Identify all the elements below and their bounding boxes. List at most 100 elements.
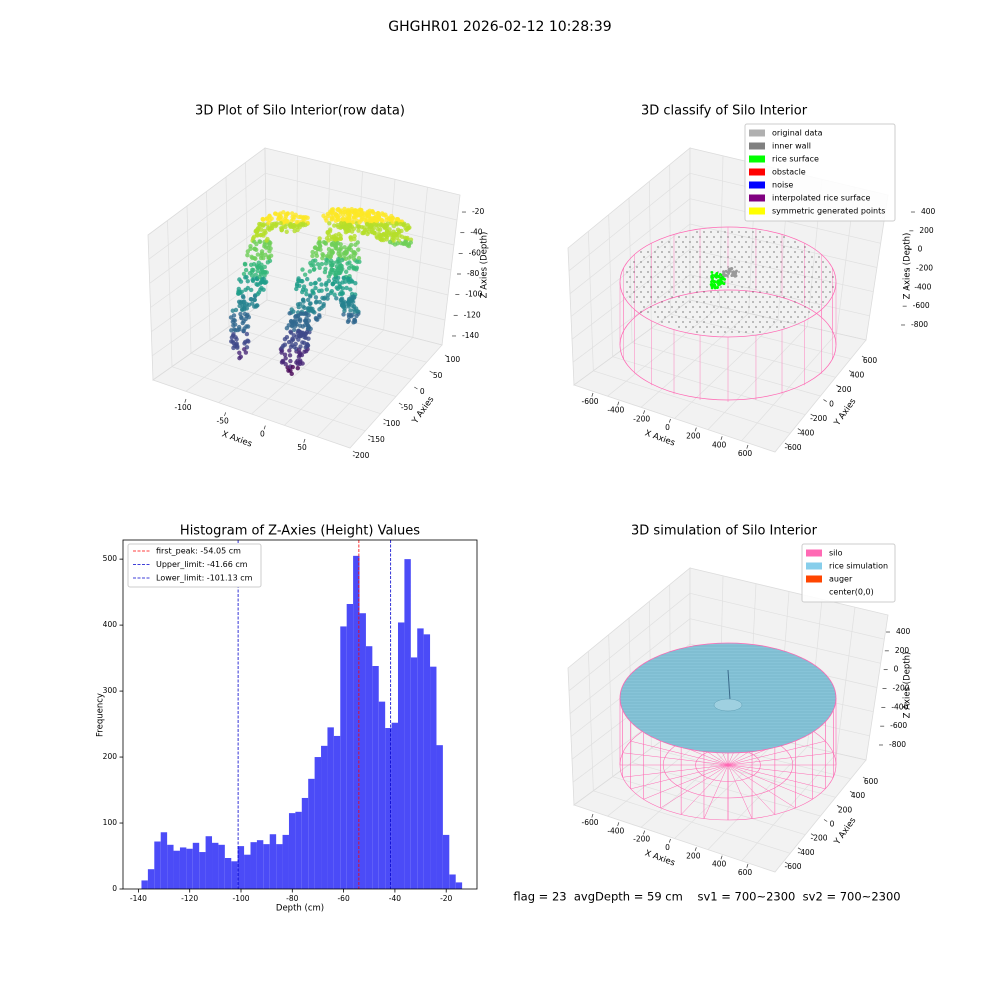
point <box>296 304 301 310</box>
legend-label: rice simulation <box>829 562 888 571</box>
point <box>348 287 353 292</box>
surface-point <box>720 256 722 258</box>
surface-point <box>699 306 701 308</box>
rice-point <box>714 273 718 277</box>
x-tick <box>694 427 697 432</box>
surface-point <box>636 296 638 298</box>
point <box>324 257 329 262</box>
plot-3d <box>147 147 461 449</box>
surface-point <box>650 306 652 308</box>
surface-point <box>738 271 740 273</box>
surface-point <box>717 231 719 233</box>
x-tick <box>668 838 671 843</box>
point <box>245 338 250 343</box>
y-tick <box>398 402 403 406</box>
surface-point <box>682 241 684 243</box>
surface-point <box>759 281 761 283</box>
y-tick <box>836 805 841 808</box>
wall-point <box>722 271 726 275</box>
x-tick-label: 400 <box>712 440 727 449</box>
y-tick-label: 100 <box>446 355 461 364</box>
surface-point <box>720 306 722 308</box>
silo-radial <box>727 764 753 819</box>
surface-point <box>675 281 677 283</box>
surface-point <box>808 291 810 293</box>
point <box>348 237 354 242</box>
x-tick-label: -100 <box>174 403 191 412</box>
surface-point <box>654 261 656 263</box>
point <box>384 214 389 220</box>
surface-point <box>696 231 698 233</box>
surface-point <box>755 296 757 298</box>
point <box>257 223 263 229</box>
surface-point <box>727 296 729 298</box>
surface-point <box>710 301 712 303</box>
surface-point <box>678 306 680 308</box>
surface-point <box>661 311 663 313</box>
point <box>241 295 246 300</box>
point <box>312 310 317 315</box>
point <box>296 337 301 342</box>
bar <box>147 869 155 889</box>
z-tick-label: 400 <box>896 627 911 636</box>
bar <box>250 842 257 889</box>
surface-point <box>773 301 775 303</box>
bar <box>282 834 289 889</box>
surface-point <box>668 301 670 303</box>
surface-point <box>759 291 761 293</box>
surface-point <box>657 286 659 288</box>
surface-point <box>685 246 687 248</box>
point <box>260 217 266 222</box>
z-tick-label: -140 <box>462 331 479 340</box>
surface-point <box>808 251 810 253</box>
surface-point <box>682 251 684 253</box>
silo-radial <box>660 764 729 809</box>
point <box>335 216 341 222</box>
point <box>314 299 319 304</box>
point <box>346 255 352 260</box>
surface-point <box>724 291 726 293</box>
surface-point <box>685 256 687 258</box>
surface-point <box>647 281 649 283</box>
surface-point <box>692 326 694 328</box>
surface-point <box>773 321 775 323</box>
point <box>383 224 388 229</box>
point <box>298 344 303 349</box>
point <box>402 240 407 246</box>
silo-radial <box>727 764 796 809</box>
surface-point <box>797 246 799 248</box>
x-tick-label: 600 <box>738 449 753 458</box>
point <box>259 262 264 267</box>
point <box>340 216 346 221</box>
point <box>341 312 346 317</box>
surface-point <box>783 256 785 258</box>
surface-point <box>661 261 663 263</box>
surface-point <box>804 256 806 258</box>
legend-swatch <box>749 181 765 189</box>
point <box>353 208 358 213</box>
point <box>347 260 352 265</box>
point <box>315 262 321 267</box>
point <box>336 249 342 254</box>
point <box>345 319 351 325</box>
surface-point <box>727 306 729 308</box>
legend-swatch <box>749 155 765 163</box>
point <box>262 228 267 234</box>
surface-point <box>822 261 824 263</box>
surface-point <box>664 286 666 288</box>
point <box>304 291 309 297</box>
surface-point <box>797 266 799 268</box>
surface-point <box>766 251 768 253</box>
surface-point <box>710 331 712 333</box>
surface-point <box>668 291 670 293</box>
point <box>338 233 343 238</box>
surface-point <box>720 266 722 268</box>
surface-point <box>717 311 719 313</box>
point <box>285 219 290 224</box>
bar <box>455 882 463 889</box>
surface-point <box>731 291 733 293</box>
point <box>288 358 293 364</box>
point <box>338 245 344 251</box>
surface-point <box>664 316 666 318</box>
surface-point <box>710 241 712 243</box>
